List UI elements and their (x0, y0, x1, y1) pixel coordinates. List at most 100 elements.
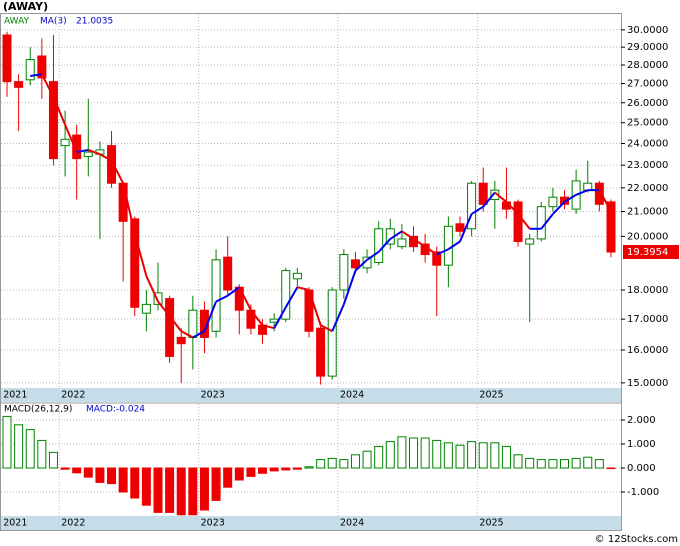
candle-body (374, 228, 384, 263)
x-tick-label: 2021 (3, 518, 27, 529)
macd-bar (95, 467, 105, 483)
y-tick-label: 21.0000 (627, 207, 668, 218)
candle-body (467, 182, 477, 230)
y-tick-label: 18.0000 (627, 285, 668, 296)
macd-bar (560, 459, 570, 469)
macd-bar (234, 467, 244, 481)
macd-bar (397, 436, 407, 469)
candle-body (199, 309, 209, 338)
candle-body (281, 270, 291, 320)
x-tick-label: 2025 (479, 518, 503, 529)
y-tick-label: 1.000 (627, 439, 656, 450)
candle-body (188, 309, 198, 338)
ma-line (424, 245, 438, 256)
y-tick-label: 24.0000 (627, 139, 668, 150)
price-label-box (623, 245, 679, 260)
x-tick-label: 2022 (61, 390, 85, 401)
ma-line (76, 148, 89, 154)
ma-line (494, 191, 508, 203)
candle-body (14, 81, 24, 88)
ma-line (377, 238, 392, 253)
macd-bar (583, 456, 593, 469)
macd-bar (130, 467, 140, 499)
macd-bar (48, 451, 58, 469)
ma-line (297, 286, 310, 292)
ma-line (87, 148, 101, 156)
chart-title: (AWAY) (3, 0, 48, 13)
ma-line (471, 205, 484, 215)
macd-bar (525, 457, 535, 469)
macd-bar (385, 441, 395, 469)
candle-body (339, 254, 349, 291)
y-tick-label: -1.000 (627, 487, 659, 498)
macd-bar (141, 467, 151, 506)
ma-line (354, 259, 368, 272)
macd-bar (455, 444, 465, 469)
candle-body (211, 259, 221, 332)
candle-body (513, 201, 523, 242)
ma-line (203, 301, 218, 332)
candle-body (525, 238, 535, 245)
ma-line (308, 289, 322, 326)
ma-line (366, 251, 380, 261)
ma-line (145, 275, 159, 302)
candle-body (25, 59, 35, 81)
macd-bar (420, 437, 430, 469)
y-tick-label: 16.0000 (627, 345, 668, 356)
ma-line (505, 201, 519, 215)
ma-line (99, 153, 113, 162)
y-tick-label: 2.000 (627, 415, 656, 426)
ma-line (215, 294, 229, 303)
macd-bar (246, 467, 256, 477)
ma-line (540, 213, 554, 230)
candle-body (176, 336, 186, 345)
macd-bar (571, 457, 581, 469)
macd-bar (362, 450, 372, 469)
macd-bar (467, 441, 477, 469)
macd-annotation: MACD:-0.024 (86, 405, 145, 415)
ma-line (192, 330, 205, 339)
ma-line (168, 315, 183, 332)
y-tick-label: 0.000 (627, 463, 656, 474)
candle-body (118, 182, 128, 222)
candle-body (72, 134, 82, 160)
ma-line (575, 189, 589, 196)
candle-body (107, 145, 117, 184)
macd-bar (107, 467, 117, 485)
macd-bar (2, 415, 12, 469)
ma-line (436, 248, 449, 256)
macd-title: MACD(26,12,9) (4, 405, 72, 415)
ma-line (238, 286, 252, 311)
candle-body (223, 256, 233, 291)
y-tick-label: 27.0000 (627, 79, 668, 90)
y-tick-label: 15.0000 (627, 378, 668, 389)
ma-line (64, 124, 78, 153)
candle-body (606, 201, 616, 253)
ma-line (517, 213, 531, 230)
y-tick-label: 17.0000 (627, 314, 668, 325)
ma-line (482, 191, 496, 208)
x-tick-label: 2023 (201, 390, 225, 401)
ma-line (262, 324, 275, 330)
macd-bar (72, 467, 82, 474)
ma-line (30, 73, 43, 78)
x-axis-band (1, 516, 621, 530)
ma-line (250, 309, 264, 326)
candle-body (443, 225, 453, 266)
y-tick-label: 28.0000 (627, 60, 668, 71)
ma-line (122, 182, 136, 235)
macd-bar (513, 454, 523, 469)
x-tick-label: 2022 (61, 518, 85, 529)
ma-line (552, 201, 566, 215)
ma-line (331, 303, 345, 332)
candle-body (48, 81, 58, 160)
y-tick-label: 20.0000 (627, 231, 668, 242)
macd-bar (14, 424, 24, 469)
macd-bar (37, 439, 47, 469)
candle-body (83, 151, 93, 157)
ma-line (412, 238, 426, 248)
candle-body (37, 55, 47, 79)
macd-bar (490, 442, 500, 469)
candle-body (327, 289, 337, 377)
ma-line (157, 300, 171, 317)
